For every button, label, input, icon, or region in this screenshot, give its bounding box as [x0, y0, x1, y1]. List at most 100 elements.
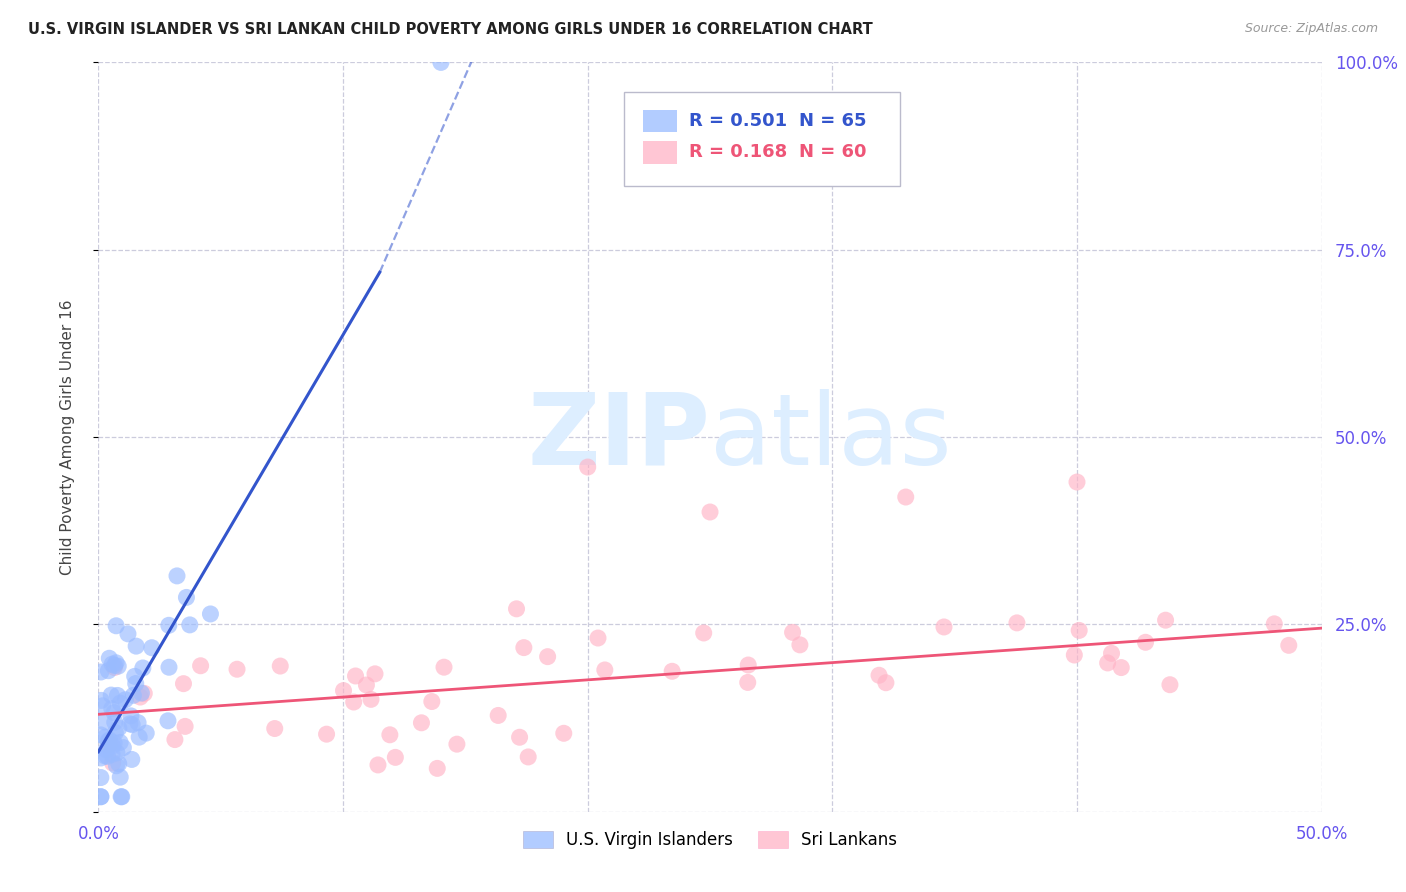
- Point: [156, 714, 179, 728]
- Point: [90, 665, 112, 679]
- Point: [103, 736, 125, 750]
- Point: [163, 732, 186, 747]
- Point: [315, 727, 337, 741]
- Text: N = 60: N = 60: [800, 144, 868, 161]
- Point: [446, 737, 468, 751]
- Point: [104, 725, 127, 739]
- Point: [1101, 646, 1123, 660]
- Point: [124, 669, 146, 683]
- Point: [120, 709, 142, 723]
- Point: [107, 689, 129, 703]
- Point: [122, 689, 145, 703]
- FancyBboxPatch shape: [643, 110, 678, 132]
- Point: [1063, 648, 1085, 662]
- Point: [364, 666, 387, 681]
- Point: [782, 625, 804, 640]
- Text: ZIP: ZIP: [527, 389, 710, 485]
- Point: [94, 730, 117, 744]
- Point: [343, 695, 366, 709]
- Point: [426, 761, 449, 775]
- Point: [125, 676, 148, 690]
- Point: [433, 660, 456, 674]
- Point: [420, 694, 443, 708]
- Point: [536, 649, 558, 664]
- Point: [176, 591, 198, 605]
- Point: [932, 620, 955, 634]
- Point: [1066, 475, 1088, 489]
- Point: [112, 740, 135, 755]
- Point: [90, 789, 112, 804]
- Point: [174, 719, 197, 733]
- Point: [200, 607, 222, 621]
- Point: [269, 659, 291, 673]
- Point: [101, 739, 124, 753]
- Point: [103, 658, 125, 673]
- Point: [91, 698, 114, 713]
- Point: [97, 664, 120, 678]
- Point: [121, 752, 143, 766]
- Point: [93, 714, 115, 729]
- Point: [125, 639, 148, 653]
- Point: [1005, 615, 1028, 630]
- Point: [1159, 678, 1181, 692]
- Point: [894, 490, 917, 504]
- Text: N = 65: N = 65: [800, 112, 868, 130]
- Point: [411, 715, 433, 730]
- Point: [105, 619, 128, 633]
- Text: Source: ZipAtlas.com: Source: ZipAtlas.com: [1244, 22, 1378, 36]
- Point: [157, 660, 180, 674]
- Point: [90, 751, 112, 765]
- Point: [97, 737, 120, 751]
- Point: [101, 657, 124, 672]
- Point: [114, 692, 136, 706]
- Point: [141, 640, 163, 655]
- FancyBboxPatch shape: [643, 141, 678, 163]
- Point: [1135, 635, 1157, 649]
- Point: [94, 743, 117, 757]
- Point: [98, 733, 121, 747]
- Point: [332, 683, 354, 698]
- Point: [107, 756, 129, 771]
- Point: [111, 789, 134, 804]
- FancyBboxPatch shape: [624, 93, 900, 186]
- Point: [105, 758, 128, 772]
- Point: [505, 602, 527, 616]
- Point: [868, 668, 890, 682]
- Point: [117, 627, 139, 641]
- Point: [344, 669, 367, 683]
- Y-axis label: Child Poverty Among Girls Under 16: Child Poverty Among Girls Under 16: [60, 300, 75, 574]
- Point: [90, 789, 112, 804]
- Point: [108, 735, 131, 749]
- Point: [553, 726, 575, 740]
- Point: [97, 749, 120, 764]
- Point: [134, 686, 156, 700]
- Point: [1154, 613, 1177, 627]
- Point: [509, 731, 531, 745]
- Point: [789, 638, 811, 652]
- Point: [128, 730, 150, 744]
- Point: [107, 659, 129, 673]
- Point: [94, 749, 117, 764]
- Point: [593, 663, 616, 677]
- Legend: U.S. Virgin Islanders, Sri Lankans: U.S. Virgin Islanders, Sri Lankans: [516, 824, 904, 855]
- Point: [105, 656, 128, 670]
- Point: [517, 750, 540, 764]
- Point: [90, 771, 112, 785]
- Point: [110, 789, 132, 804]
- Point: [131, 686, 153, 700]
- Point: [699, 505, 721, 519]
- Point: [129, 690, 152, 704]
- Point: [693, 626, 716, 640]
- Point: [100, 688, 122, 702]
- Point: [101, 701, 124, 715]
- Point: [576, 460, 599, 475]
- Point: [90, 728, 112, 742]
- Point: [135, 726, 157, 740]
- Point: [103, 706, 125, 720]
- Point: [486, 708, 509, 723]
- Point: [98, 651, 121, 665]
- Point: [661, 665, 683, 679]
- Point: [118, 716, 141, 731]
- Text: R = 0.501: R = 0.501: [689, 112, 787, 130]
- Point: [875, 675, 897, 690]
